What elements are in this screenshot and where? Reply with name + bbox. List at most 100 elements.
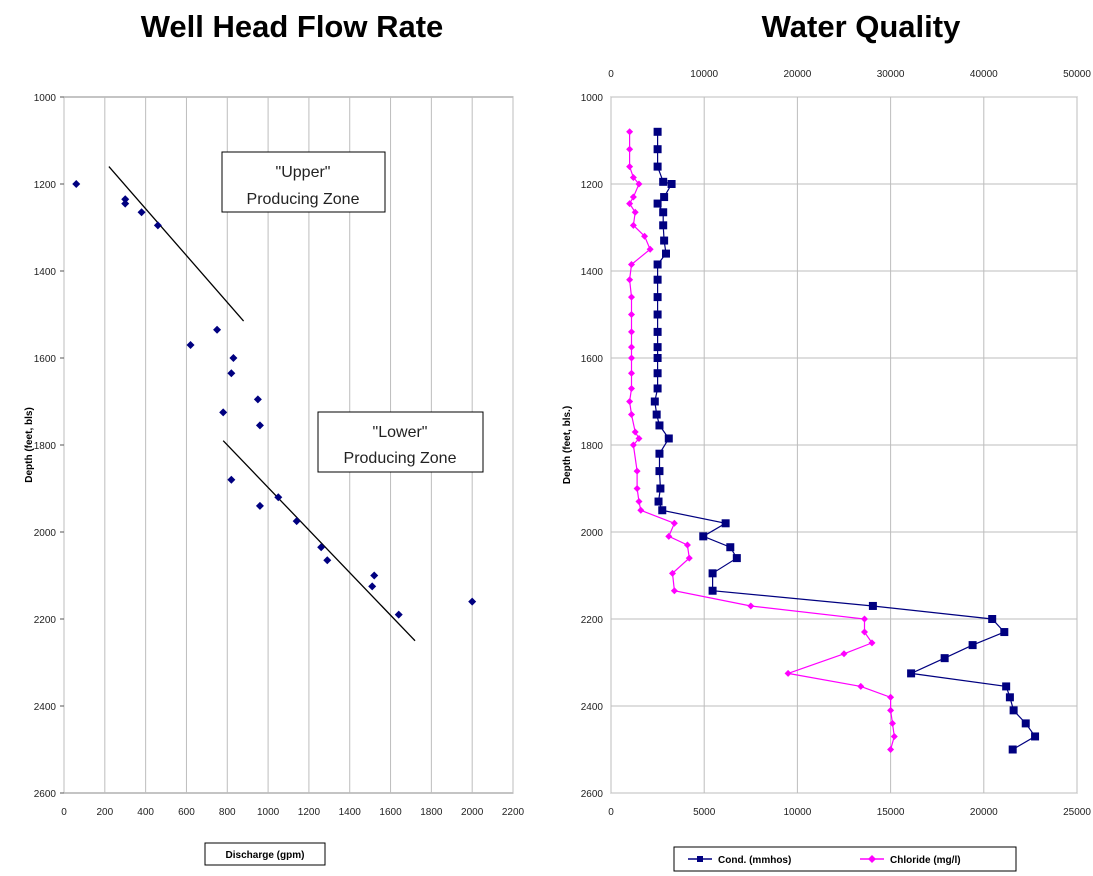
cond-point — [655, 467, 664, 476]
left-y-tick-label: 1000 — [34, 93, 57, 104]
chloride-point — [629, 193, 637, 201]
discharge-point — [292, 517, 301, 526]
right-y-tick-label: 2600 — [581, 789, 604, 800]
discharge-point — [153, 221, 162, 230]
left-y-tick-label: 2000 — [34, 528, 57, 539]
right-y-tick-label: 1400 — [581, 267, 604, 278]
cond-point — [907, 669, 916, 678]
chloride-point — [633, 467, 641, 475]
cond-point — [732, 554, 741, 563]
cond-point — [708, 586, 717, 595]
cond-point — [661, 249, 670, 258]
right-y-axis-label: Depth (feet, bls.) — [562, 406, 573, 484]
left-x-tick-label: 800 — [219, 807, 236, 818]
legend-cond-marker — [697, 856, 703, 862]
left-chart-title: Well Head Flow Rate — [141, 9, 444, 44]
right-top-x-tick-label: 10000 — [690, 69, 718, 80]
chloride-point — [633, 485, 641, 492]
discharge-point — [227, 475, 236, 484]
chloride-point — [626, 276, 634, 284]
right-chart: Water Quality 0 10000 20000 30000 40000 50000… — [562, 9, 1091, 872]
discharge-point — [186, 340, 195, 349]
discharge-point — [317, 543, 326, 552]
right-top-x-tick-label: 50000 — [1063, 69, 1091, 80]
left-y-tick-label: 2200 — [34, 615, 57, 626]
left-x-tick-label: 400 — [137, 807, 154, 818]
right-y-tick-label: 2400 — [581, 702, 604, 713]
cond-point — [652, 410, 661, 419]
chloride-point — [887, 746, 895, 753]
chloride-point — [628, 369, 636, 377]
right-y-tick-label: 1800 — [581, 441, 604, 452]
right-legend: Cond. (mmhos) Chloride (mg/l) — [673, 846, 1017, 872]
cond-point — [650, 397, 659, 406]
cond-point — [1000, 628, 1009, 637]
upper-zone-annotation: "Upper" Producing Zone — [221, 151, 386, 213]
right-top-x-ticks: 0 10000 20000 30000 40000 50000 — [608, 69, 1091, 80]
cond-point — [1009, 706, 1018, 715]
discharge-point — [468, 597, 477, 606]
left-x-tick-label: 1600 — [379, 807, 402, 818]
cond-point — [659, 208, 668, 217]
cond-point — [656, 484, 665, 493]
right-bottom-x-tick-label: 20000 — [970, 807, 998, 818]
cond-point — [988, 615, 997, 623]
chloride-point — [857, 682, 865, 690]
right-top-x-tick-label: 0 — [608, 69, 614, 80]
left-x-tick-label: 2000 — [461, 807, 484, 818]
chloride-point — [665, 532, 673, 540]
right-y-ticks: 1000 1200 1400 1600 1800 2000 2200 2400 2600 — [581, 93, 604, 800]
discharge-point — [253, 395, 262, 404]
trend-line — [108, 166, 245, 322]
legend-cond-label: Cond. (mmhos) — [718, 855, 791, 866]
discharge-point — [368, 582, 377, 591]
cond-point — [1002, 682, 1011, 691]
chloride-point — [887, 693, 895, 701]
cond-point — [660, 193, 669, 202]
discharge-point — [255, 421, 264, 430]
upper-zone-line-2: Producing Zone — [247, 191, 360, 208]
upper-zone-line-1: "Upper" — [276, 164, 331, 181]
chloride-point — [628, 311, 636, 318]
chloride-point — [626, 398, 634, 405]
cond-point — [659, 221, 668, 230]
chloride-point — [670, 519, 678, 527]
right-top-x-tick-label: 30000 — [877, 69, 905, 80]
trend-line — [222, 440, 416, 642]
left-y-tick-label: 1800 — [34, 441, 57, 452]
cond-point — [708, 569, 717, 578]
chloride-point — [683, 541, 691, 549]
cond-point — [940, 654, 949, 663]
right-bottom-x-tick-label: 5000 — [693, 807, 716, 818]
right-top-x-tick-label: 40000 — [970, 69, 998, 80]
cond-point — [721, 519, 730, 528]
left-x-tick-label: 1800 — [420, 807, 443, 818]
chloride-point — [890, 732, 898, 740]
chloride-point — [635, 434, 643, 442]
left-y-tick-label: 1400 — [34, 267, 57, 278]
left-y-tick-label: 2600 — [34, 789, 57, 800]
cond-point — [726, 543, 735, 552]
discharge-point — [72, 180, 81, 188]
chloride-point — [626, 163, 634, 171]
discharge-point — [274, 493, 283, 502]
chloride-point — [685, 554, 693, 562]
cond-point — [664, 434, 673, 443]
left-data-points — [72, 180, 477, 619]
cond-point — [653, 127, 662, 136]
cond-point — [699, 532, 708, 541]
chloride-point — [670, 587, 678, 595]
left-x-tick-label: 200 — [96, 807, 113, 818]
lower-zone-line-1: "Lower" — [373, 424, 428, 441]
cond-point — [968, 641, 977, 650]
cond-point — [653, 145, 662, 154]
chloride-point — [887, 706, 895, 714]
chloride-point — [631, 428, 639, 436]
left-x-tick-label: 1400 — [339, 807, 362, 818]
cond-point — [653, 293, 662, 302]
right-bottom-x-tick-label: 10000 — [783, 807, 811, 818]
right-y-tick-label: 1200 — [581, 180, 604, 191]
chloride-point — [747, 602, 755, 610]
cond-point — [1008, 745, 1017, 754]
